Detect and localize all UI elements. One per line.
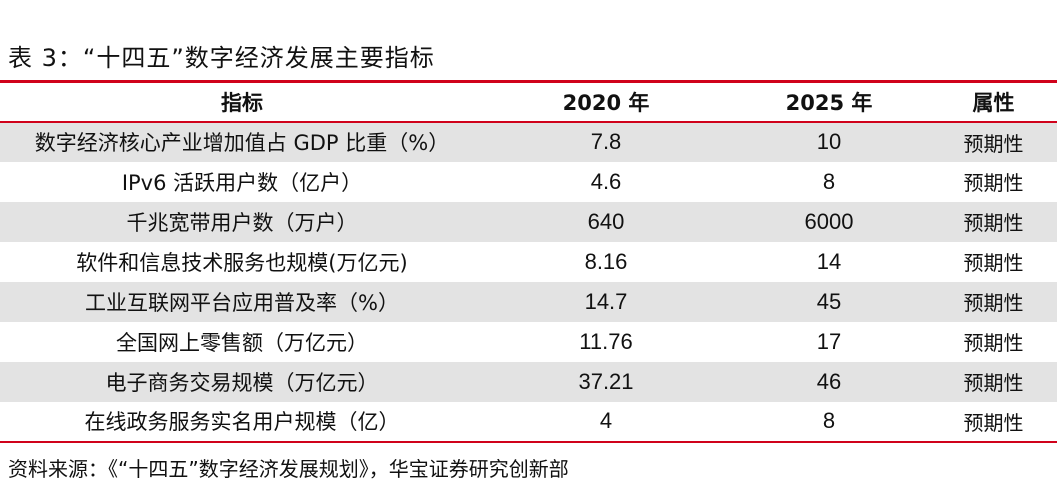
table-row: 工业互联网平台应用普及率（%） 14.7 45 预期性 [0,281,1057,322]
value-2020-cell: 11.76 [579,328,633,354]
attribute-cell: 预期性 [963,371,1024,395]
value-2025-cell: 8 [822,408,836,433]
indicator-cell: 数字经济核心产业增加值占 GDP 比重（%） [34,131,450,155]
table-row: 软件和信息技术服务也规模(万亿元) 8.16 14 预期性 [0,242,1057,282]
attribute-cell: 预期性 [963,131,1024,156]
table-row: 全国网上零售额（万亿元） 11.76 17 预期性 [0,322,1057,362]
value-2025-cell: 45 [816,288,842,314]
source-note: 资料来源：《“十四五”数字经济发展规划》，华宝证券研究创新部 [8,457,569,481]
table-row: 千兆宽带用户数（万户） 640 6000 预期性 [0,201,1057,242]
attribute-cell: 预期性 [963,171,1024,195]
value-2025-cell: 6000 [804,208,854,234]
value-2020-cell: 37.21 [578,368,634,394]
indicator-cell: 千兆宽带用户数（万户） [126,210,358,235]
value-2025-cell: 46 [816,368,842,394]
attribute-cell: 预期性 [963,251,1024,275]
attribute-cell: 预期性 [963,211,1024,235]
value-2020-cell: 8.16 [584,248,628,274]
value-2020-cell: 7.8 [590,129,622,154]
value-2020-cell: 4 [599,408,613,433]
value-2020-cell: 14.7 [584,288,628,314]
value-2025-cell: 10 [816,129,842,154]
table-row: IPv6 活跃用户数（亿户） 4.6 8 预期性 [0,162,1057,202]
value-2025-cell: 8 [822,168,836,194]
table-row: 在线政务服务实名用户规模（亿） 4 8 预期性 [0,402,1057,442]
attribute-cell: 预期性 [963,331,1024,355]
value-2020-cell: 4.6 [590,168,622,194]
attribute-cell: 预期性 [963,291,1024,315]
table-header-row: 指标 2020 年 2025 年 属性 [0,81,1057,122]
indicator-cell: 在线政务服务实名用户规模（亿） [84,410,400,434]
table-row: 数字经济核心产业增加值占 GDP 比重（%） 7.8 10 预期性 [0,121,1057,162]
header-2025: 2025 年 [785,90,873,115]
indicator-cell: IPv6 活跃用户数（亿户） [121,170,363,195]
indicator-cell: 全国网上零售额（万亿元） [116,330,368,355]
value-2020-cell: 640 [587,208,625,234]
indicator-table: 指标 2020 年 2025 年 属性 数字经济核心产业增加值占 GDP 比重（… [0,80,1057,443]
table-title: 表 3：“十四五”数字经济发展主要指标 [8,44,435,72]
indicator-cell: 电子商务交易规模（万亿元） [105,370,379,395]
attribute-cell: 预期性 [963,410,1024,435]
indicator-cell: 软件和信息技术服务也规模(万亿元) [76,250,408,275]
table-row: 电子商务交易规模（万亿元） 37.21 46 预期性 [0,361,1057,402]
value-2025-cell: 17 [816,328,842,354]
header-attribute: 属性 [972,90,1015,115]
value-2025-cell: 14 [816,248,842,274]
header-2020: 2020 年 [562,90,650,115]
indicator-cell: 工业互联网平台应用普及率（%） [85,290,399,315]
header-indicator: 指标 [221,90,263,115]
